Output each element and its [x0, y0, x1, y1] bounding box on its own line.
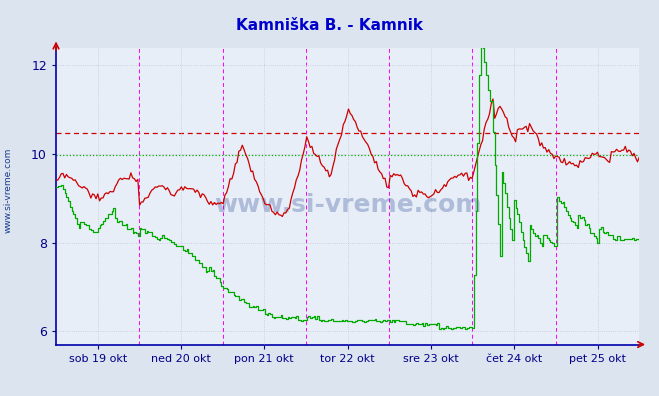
Text: www.si-vreme.com: www.si-vreme.com [214, 193, 481, 217]
Text: Kamniška B. - Kamnik: Kamniška B. - Kamnik [236, 18, 423, 33]
Text: www.si-vreme.com: www.si-vreme.com [3, 147, 13, 233]
